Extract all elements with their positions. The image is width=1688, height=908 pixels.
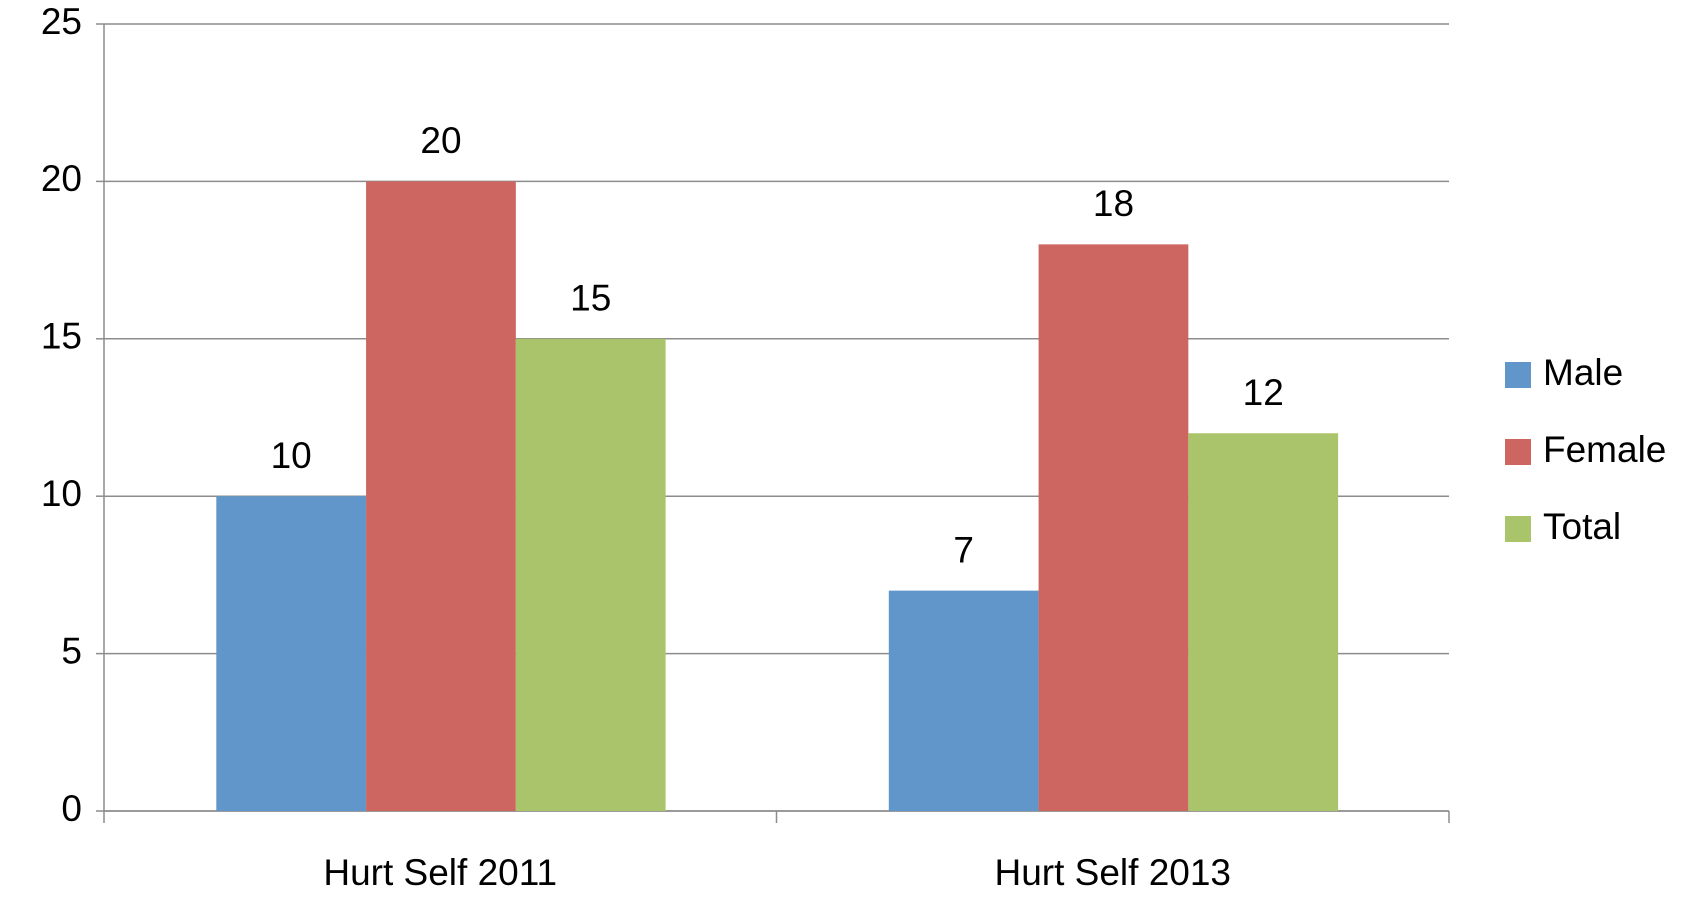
legend-swatch [1505,439,1531,465]
data-label: 18 [1093,183,1134,224]
bar [1038,244,1189,812]
bar [216,496,367,811]
data-label: 7 [953,529,974,570]
data-label: 20 [420,120,461,161]
bar [366,181,516,811]
y-tick-label: 20 [41,158,82,199]
legend-swatch [1505,362,1531,388]
x-tick-label: Hurt Self 2011 [323,852,557,893]
y-tick-label: 5 [61,630,82,671]
y-tick-label: 10 [41,473,82,514]
y-tick-label: 0 [61,788,82,829]
data-label: 12 [1243,372,1284,413]
y-tick-label: 15 [41,316,82,357]
legend-label: Male [1543,352,1623,393]
data-label: 10 [271,435,312,476]
data-label: 15 [570,278,611,319]
bar [888,590,1039,811]
y-tick-label: 25 [41,1,82,42]
legend-swatch [1505,516,1531,542]
legend-label: Total [1543,506,1621,547]
bar [1188,433,1339,811]
x-tick-label: Hurt Self 2013 [994,852,1231,893]
bar [515,338,666,811]
legend-label: Female [1543,429,1666,470]
